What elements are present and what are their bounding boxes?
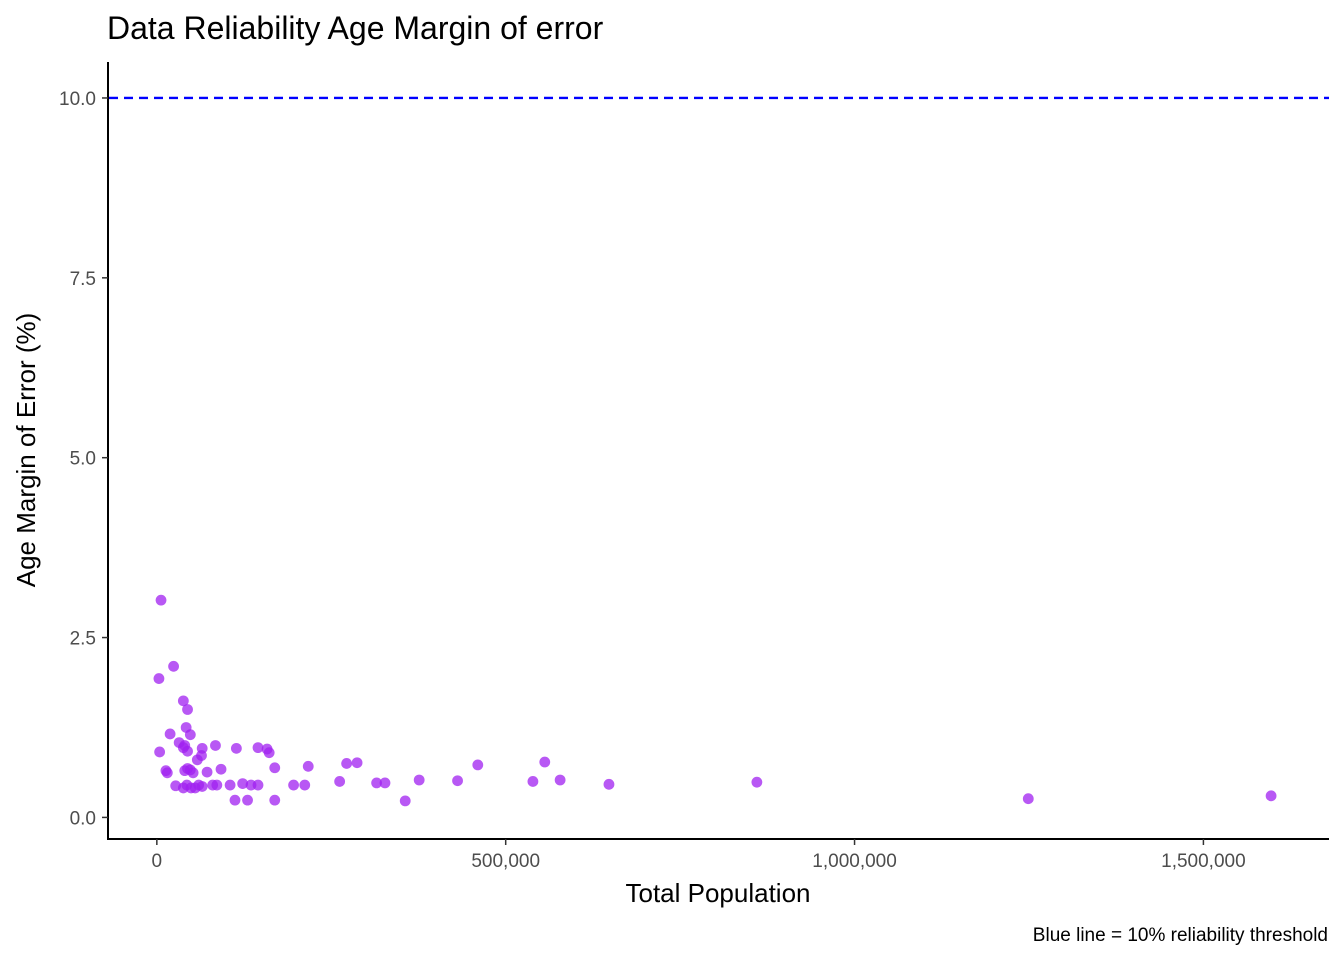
data-point [153, 673, 165, 684]
data-point [263, 747, 275, 759]
data-point [413, 774, 425, 786]
data-point [168, 660, 179, 672]
data-point [527, 776, 539, 787]
data-point [164, 728, 176, 740]
data-point [215, 763, 227, 775]
x-axis-ticks: 0 500,000 1,000,000 1,500,000 [152, 839, 1246, 872]
x-tick-label: 1,500,000 [1161, 851, 1246, 872]
data-point [751, 776, 763, 788]
data-point [161, 767, 173, 779]
chart-caption: Blue line = 10% reliability threshold [1033, 925, 1328, 946]
data-point [269, 794, 281, 806]
data-point [603, 778, 615, 790]
data-point [302, 760, 314, 772]
data-point [210, 740, 221, 751]
y-tick-label: 7.5 [70, 269, 96, 290]
data-point [224, 779, 236, 791]
x-tick-label: 0 [152, 851, 163, 872]
data-point [299, 779, 311, 791]
y-tick-label: 0.0 [70, 808, 96, 829]
data-point [211, 779, 223, 791]
data-point [334, 776, 346, 787]
data-point [196, 781, 208, 792]
data-point [184, 729, 196, 741]
x-axis-title: Total Population [625, 878, 810, 908]
data-point [154, 746, 166, 758]
data-point [554, 774, 566, 786]
y-tick-label: 10.0 [59, 89, 96, 110]
data-point [242, 794, 253, 806]
y-tick-label: 5.0 [70, 449, 96, 470]
data-point [229, 794, 241, 806]
data-point [539, 756, 551, 768]
data-point [269, 762, 281, 774]
data-point [230, 742, 242, 754]
data-point [399, 795, 411, 807]
data-point [371, 777, 383, 789]
data-point [252, 742, 264, 754]
y-tick-label: 2.5 [70, 629, 96, 650]
data-point [288, 779, 299, 791]
data-points [153, 594, 1277, 807]
data-point [1022, 793, 1034, 805]
data-point [201, 766, 213, 778]
data-point [351, 757, 363, 769]
chart-title: Data Reliability Age Margin of error [107, 10, 604, 46]
y-axis-title: Age Margin of Error (%) [11, 313, 41, 588]
data-point [237, 778, 249, 790]
data-point [1265, 790, 1277, 802]
data-point [341, 758, 353, 769]
y-axis-ticks: 0.0 2.5 5.0 7.5 10.0 [59, 89, 108, 829]
data-point [182, 704, 193, 715]
data-point [379, 777, 391, 789]
data-point [452, 775, 463, 787]
x-tick-label: 500,000 [471, 851, 540, 872]
data-point [182, 745, 193, 757]
x-tick-label: 1,000,000 [812, 851, 897, 872]
data-point [252, 779, 264, 791]
data-point [155, 594, 167, 606]
data-point [187, 767, 199, 779]
data-point [191, 754, 203, 766]
data-point [472, 759, 484, 771]
data-point [177, 695, 189, 707]
